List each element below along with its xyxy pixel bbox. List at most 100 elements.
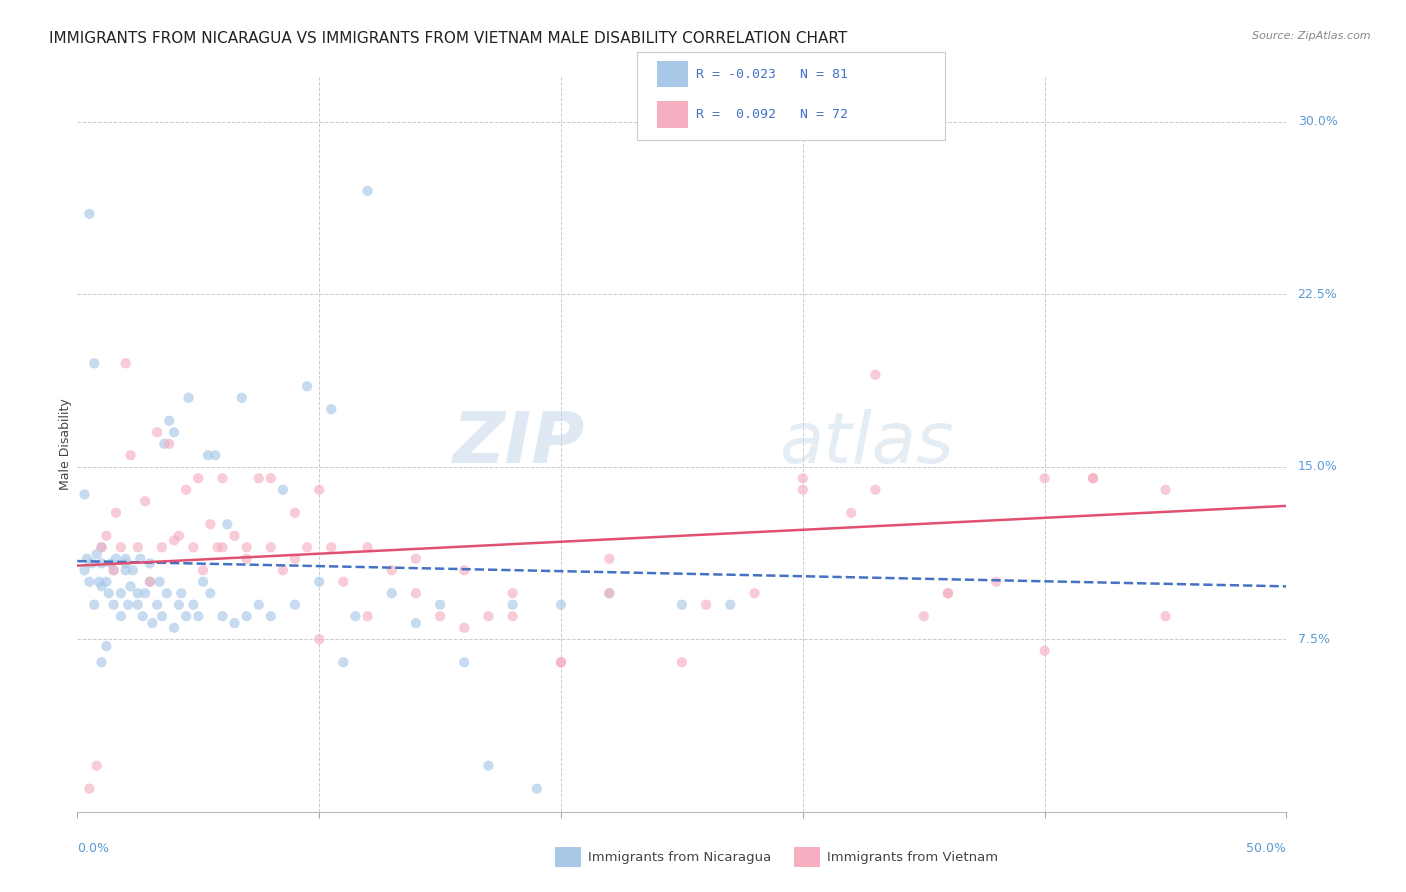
Point [90,541,112,555]
Point [83,598,105,612]
Point [207,541,229,555]
Point [174,609,197,624]
Point [671,655,693,669]
Point [429,609,451,624]
Point [200,586,222,600]
Point [839,506,862,520]
Point [356,609,378,624]
Point [204,448,226,462]
Point [97,586,120,600]
Point [146,598,169,612]
Point [986,574,1008,589]
Point [502,598,524,612]
Point [110,586,132,600]
Text: Immigrants from Vietnam: Immigrants from Vietnam [827,851,998,863]
Point [131,609,153,624]
Point [87,574,110,589]
Point [405,616,427,631]
Point [163,425,186,440]
Text: ZIP: ZIP [453,409,585,478]
Point [183,598,205,612]
Point [122,563,145,577]
Text: atlas: atlas [779,409,953,478]
Point [235,551,257,566]
Point [477,758,499,772]
Point [936,586,959,600]
Point [120,579,142,593]
Point [73,563,96,577]
Point [231,391,253,405]
Point [429,598,451,612]
Point [211,609,233,624]
Point [356,184,378,198]
Point [157,414,180,428]
Point [117,598,139,612]
Point [170,586,193,600]
Point [308,632,330,647]
Point [260,541,283,555]
Point [308,574,330,589]
Point [671,598,693,612]
Point [381,563,404,577]
Point [865,483,887,497]
Point [1081,471,1104,485]
Point [308,483,330,497]
Point [129,551,152,566]
Point [1154,483,1177,497]
Point [271,483,294,497]
Point [550,598,572,612]
Point [86,547,108,561]
Point [550,655,572,669]
Y-axis label: Male Disability: Male Disability [59,398,72,490]
Point [718,598,741,612]
Point [114,557,136,571]
Point [86,758,108,772]
Point [191,574,214,589]
Point [90,655,112,669]
Point [284,598,307,612]
Point [139,574,162,589]
Point [153,436,176,450]
Text: 22.5%: 22.5% [1298,288,1337,301]
Text: R =  0.092   N = 72: R = 0.092 N = 72 [696,108,848,121]
Point [134,586,156,600]
Text: Immigrants from Nicaragua: Immigrants from Nicaragua [588,851,770,863]
Point [110,609,132,624]
Point [744,586,766,600]
Point [197,448,219,462]
Point [526,781,548,796]
Point [502,586,524,600]
Point [139,574,162,589]
Point [79,574,101,589]
Point [114,551,136,566]
Point [211,541,233,555]
Point [83,356,105,370]
Point [79,781,101,796]
Point [174,483,197,497]
Text: Source: ZipAtlas.com: Source: ZipAtlas.com [1253,31,1371,41]
Point [127,598,149,612]
Text: 30.0%: 30.0% [1298,115,1337,128]
Point [321,402,343,417]
Point [79,207,101,221]
Point [792,483,814,497]
Point [103,598,125,612]
Point [792,471,814,485]
Point [598,586,620,600]
Point [1154,609,1177,624]
Point [405,551,427,566]
Point [150,609,173,624]
Point [284,506,307,520]
Point [103,563,125,577]
Point [177,391,200,405]
Point [260,471,283,485]
Point [127,586,149,600]
Point [477,609,499,624]
Point [295,379,318,393]
Point [453,563,475,577]
Point [105,506,128,520]
Point [157,436,180,450]
Point [76,551,98,566]
Point [453,655,475,669]
Point [332,655,354,669]
